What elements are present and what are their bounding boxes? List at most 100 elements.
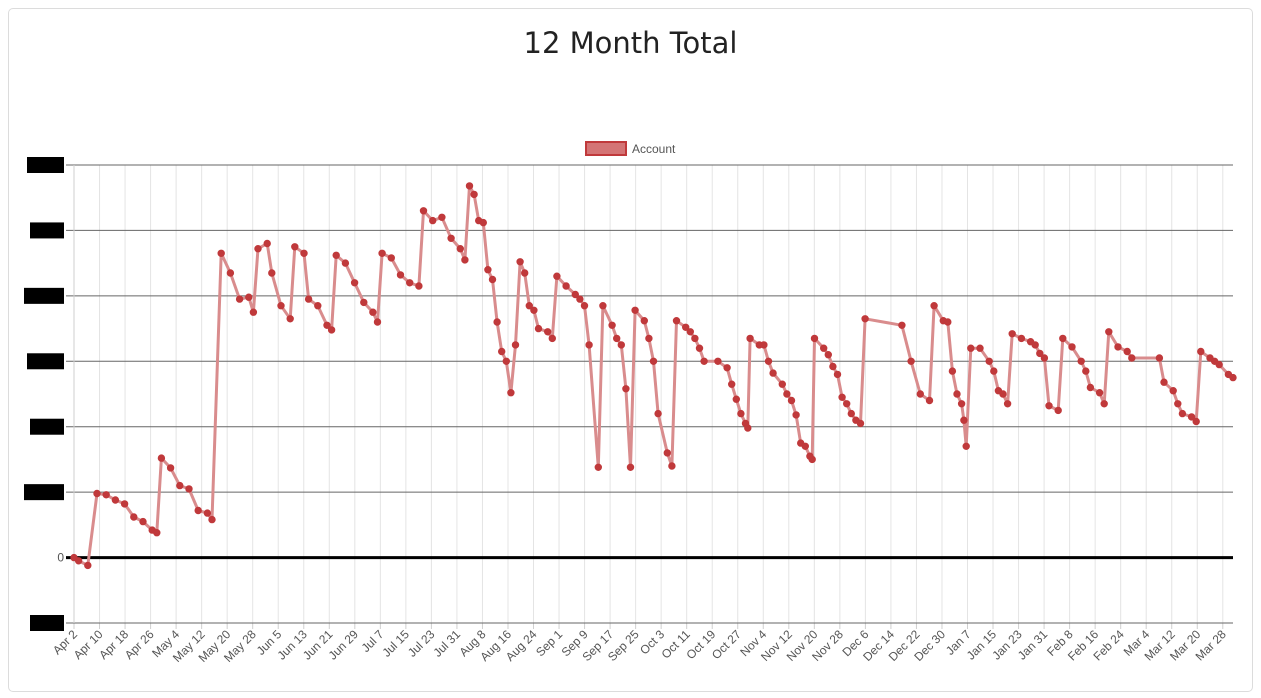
x-tick-label: Jul 31 bbox=[431, 627, 464, 660]
series-line bbox=[73, 184, 1234, 567]
data-point bbox=[1178, 409, 1187, 418]
data-point bbox=[254, 245, 262, 253]
data-point bbox=[1128, 354, 1136, 362]
data-point bbox=[226, 269, 235, 277]
data-point bbox=[1077, 357, 1085, 365]
data-point bbox=[1059, 334, 1067, 343]
data-point bbox=[314, 302, 322, 310]
data-point bbox=[967, 344, 975, 352]
data-point bbox=[304, 295, 313, 303]
data-point bbox=[507, 389, 515, 397]
data-point bbox=[640, 317, 648, 325]
data-point bbox=[613, 334, 621, 343]
data-point bbox=[396, 271, 405, 279]
data-point bbox=[291, 243, 299, 251]
legend-label: Account bbox=[632, 142, 676, 156]
data-point bbox=[350, 279, 359, 287]
data-point bbox=[516, 258, 524, 266]
data-point bbox=[576, 295, 584, 303]
x-tick-label: Apr 26 bbox=[122, 627, 157, 662]
data-point bbox=[744, 424, 752, 432]
data-point bbox=[120, 500, 129, 508]
data-point bbox=[663, 449, 671, 457]
redacted-y-label bbox=[30, 418, 64, 435]
data-point bbox=[419, 207, 428, 215]
redacted-y-label bbox=[24, 484, 64, 501]
data-point bbox=[801, 442, 809, 450]
data-point bbox=[157, 454, 166, 462]
data-point bbox=[102, 491, 110, 499]
data-point bbox=[217, 249, 225, 258]
x-tick-label: Jun 29 bbox=[326, 627, 362, 663]
x-tick-label: Jul 15 bbox=[379, 627, 412, 660]
data-point bbox=[245, 293, 253, 301]
data-point bbox=[654, 409, 662, 418]
data-point bbox=[1123, 347, 1131, 356]
data-point bbox=[843, 400, 851, 408]
data-point bbox=[631, 306, 639, 314]
data-point bbox=[378, 249, 386, 258]
data-point bbox=[962, 442, 970, 450]
data-point bbox=[415, 282, 423, 290]
vertical-gridlines bbox=[73, 165, 1224, 629]
legend[interactable]: Account bbox=[585, 141, 676, 156]
data-point bbox=[484, 266, 492, 274]
data-point bbox=[1100, 400, 1108, 408]
data-point bbox=[953, 390, 961, 398]
y-tick-label: 0 bbox=[57, 551, 64, 565]
data-point bbox=[447, 234, 455, 243]
data-point bbox=[686, 328, 694, 336]
data-point bbox=[645, 334, 653, 343]
data-point bbox=[93, 489, 101, 498]
data-point bbox=[327, 326, 336, 334]
data-point bbox=[1082, 367, 1090, 375]
data-point bbox=[235, 295, 244, 303]
redacted-y-label bbox=[27, 157, 64, 173]
data-point bbox=[999, 390, 1007, 398]
data-point bbox=[691, 334, 699, 343]
data-point bbox=[829, 362, 837, 371]
data-point bbox=[1160, 378, 1168, 386]
data-point bbox=[488, 275, 497, 284]
data-point bbox=[732, 395, 740, 403]
data-point bbox=[944, 318, 952, 326]
data-point bbox=[530, 306, 538, 314]
data-point bbox=[585, 341, 593, 349]
data-point bbox=[898, 321, 906, 329]
data-point bbox=[594, 463, 602, 471]
x-tick-label: Sep 1 bbox=[533, 627, 565, 659]
data-point bbox=[1003, 400, 1012, 408]
data-point bbox=[1045, 402, 1053, 410]
chart-title: 12 Month Total bbox=[523, 26, 738, 60]
data-point bbox=[194, 506, 202, 515]
x-tick-label: Jul 23 bbox=[405, 627, 438, 660]
data-point bbox=[369, 308, 377, 316]
data-point bbox=[562, 282, 570, 290]
data-point bbox=[548, 334, 556, 343]
data-point bbox=[1086, 383, 1095, 392]
data-point bbox=[847, 409, 855, 418]
data-point bbox=[1155, 354, 1164, 362]
data-point bbox=[521, 269, 529, 277]
data-point bbox=[668, 462, 676, 470]
data-point bbox=[544, 328, 552, 336]
redacted-y-label bbox=[27, 353, 64, 370]
data-point bbox=[1197, 347, 1205, 356]
data-point bbox=[820, 344, 828, 352]
data-point bbox=[456, 245, 464, 253]
data-point bbox=[1040, 354, 1049, 362]
chart-card bbox=[8, 8, 1253, 692]
data-point bbox=[682, 323, 690, 331]
series-account bbox=[70, 182, 1237, 570]
data-point bbox=[856, 419, 865, 428]
horizontal-gridlines bbox=[66, 164, 1233, 624]
data-point bbox=[461, 256, 469, 264]
data-point bbox=[341, 259, 350, 267]
data-point bbox=[208, 515, 216, 524]
x-tick-label: Jan 31 bbox=[1015, 627, 1051, 663]
data-point bbox=[373, 318, 382, 326]
legend-swatch bbox=[585, 141, 627, 156]
data-point bbox=[323, 321, 331, 329]
data-point bbox=[957, 400, 966, 408]
